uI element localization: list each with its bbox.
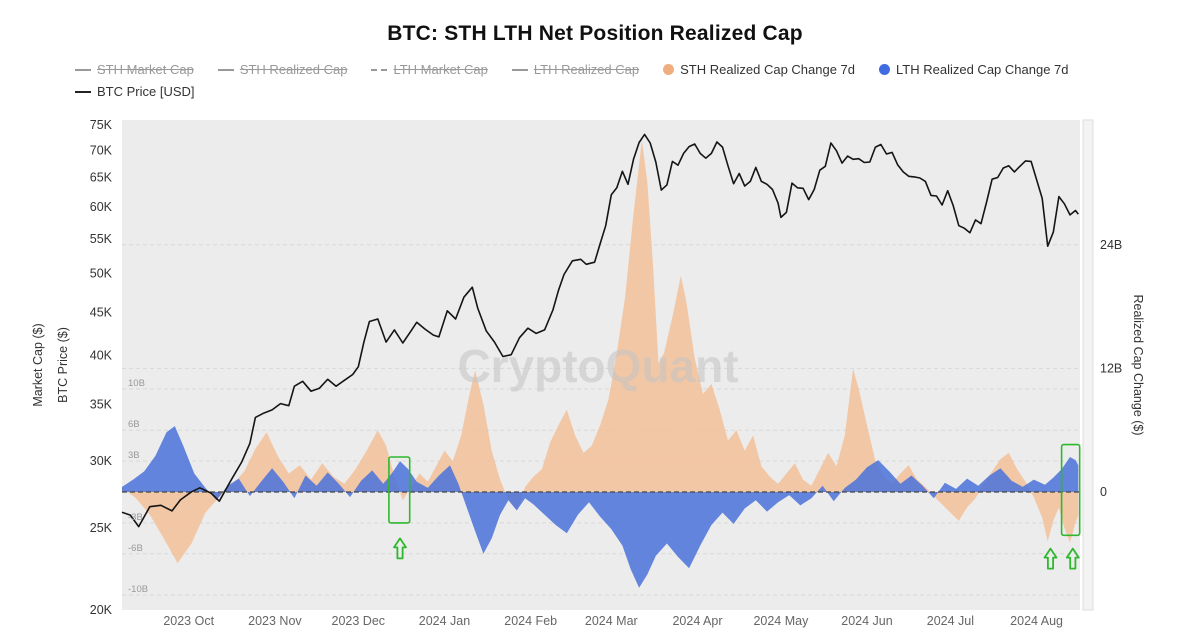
legend-label: STH Realized Cap bbox=[239, 62, 348, 77]
inner-tick-label: -6B bbox=[128, 543, 143, 554]
x-tick-label: 2023 Oct bbox=[163, 614, 214, 628]
annotation-up-arrow-icon bbox=[393, 537, 407, 560]
series-line-icon bbox=[75, 68, 91, 71]
x-tick-label: 2024 Mar bbox=[585, 614, 638, 628]
legend-label: LTH Realized Cap Change 7d bbox=[896, 62, 1069, 77]
x-tick-label: 2024 May bbox=[753, 614, 809, 628]
legend-label: BTC Price [USD] bbox=[97, 84, 195, 99]
price-tick-label: 55K bbox=[90, 232, 113, 246]
sth-realized-cap-change-7d-area bbox=[122, 139, 1079, 564]
legend-label: STH Realized Cap Change 7d bbox=[680, 62, 856, 77]
price-tick-label: 50K bbox=[90, 267, 113, 281]
annotation-green-box bbox=[1060, 443, 1081, 537]
series-line-icon bbox=[371, 68, 388, 71]
series-line-icon bbox=[217, 68, 234, 71]
x-tick-label: 2024 Jun bbox=[841, 614, 892, 628]
chart-title: BTC: STH LTH Net Position Realized Cap bbox=[387, 22, 803, 45]
annotation-up-arrow-icon bbox=[1065, 547, 1080, 570]
x-tick-label: 2024 Aug bbox=[1010, 614, 1063, 628]
x-tick-label: 2024 Feb bbox=[504, 614, 557, 628]
right-tick-label: 12B bbox=[1100, 361, 1122, 375]
x-tick-label: 2023 Dec bbox=[332, 614, 386, 628]
legend-row: BTC Price [USD] bbox=[75, 84, 1135, 99]
series-line-icon bbox=[511, 68, 528, 71]
legend-item-lth-market-cap[interactable]: LTH Market Cap bbox=[371, 62, 488, 77]
price-tick-label: 75K bbox=[90, 118, 113, 132]
legend-item-sth-realized-cap-change-7d[interactable]: STH Realized Cap Change 7d bbox=[663, 62, 855, 77]
left-axis-label-btc-price: BTC Price ($) bbox=[56, 327, 70, 403]
lth-realized-cap-change-7d-area bbox=[122, 426, 1079, 588]
legend-item-sth-realized-cap[interactable]: STH Realized Cap bbox=[217, 62, 348, 77]
series-dot-icon bbox=[663, 64, 675, 75]
legend: STH Market Cap STH Realized Cap LTH Market… bbox=[75, 62, 1135, 106]
price-tick-label: 65K bbox=[90, 171, 113, 185]
left-axis-label-market-cap: Market Cap ($) bbox=[31, 323, 45, 407]
inner-tick-label: 3B bbox=[128, 450, 140, 461]
x-tick-label: 2024 Apr bbox=[672, 614, 722, 628]
legend-item-btc-price-usd[interactable]: BTC Price [USD] bbox=[75, 84, 195, 99]
legend-row: STH Market Cap STH Realized Cap LTH Market… bbox=[75, 62, 1135, 77]
legend-item-sth-market-cap[interactable]: STH Market Cap bbox=[75, 62, 194, 77]
annotation-green-box bbox=[388, 456, 411, 524]
annotation-up-arrow-icon bbox=[1043, 547, 1058, 570]
watermark: CryptoQuant bbox=[457, 340, 738, 392]
price-tick-label: 40K bbox=[90, 349, 113, 363]
series-line-icon bbox=[75, 90, 91, 93]
right-tick-label: 0 bbox=[1100, 485, 1107, 499]
inner-tick-label: -10B bbox=[128, 584, 148, 595]
inner-tick-label: -3B bbox=[128, 512, 143, 523]
legend-label: STH Market Cap bbox=[97, 62, 194, 77]
chart-scrollbar[interactable] bbox=[1082, 119, 1094, 611]
legend-item-lth-realized-cap[interactable]: LTH Realized Cap bbox=[511, 62, 640, 77]
legend-label: LTH Realized Cap bbox=[533, 62, 640, 77]
price-tick-label: 20K bbox=[90, 603, 113, 617]
inner-tick-label: 10B bbox=[128, 378, 145, 389]
right-tick-label: 24B bbox=[1100, 238, 1122, 252]
price-tick-label: 45K bbox=[90, 305, 113, 319]
series-dot-icon bbox=[879, 64, 891, 75]
price-tick-label: 70K bbox=[90, 143, 113, 157]
btc-price-usd-line bbox=[121, 133, 1079, 528]
legend-label: LTH Market Cap bbox=[393, 62, 488, 77]
x-tick-label: 2024 Jul bbox=[927, 614, 974, 628]
price-tick-label: 60K bbox=[90, 200, 113, 214]
plot-area[interactable] bbox=[122, 120, 1080, 610]
x-tick-label: 2023 Nov bbox=[248, 614, 302, 628]
price-tick-label: 30K bbox=[90, 454, 113, 468]
legend-item-lth-realized-cap-change-7d[interactable]: LTH Realized Cap Change 7d bbox=[879, 62, 1069, 77]
x-tick-label: 2024 Jan bbox=[419, 614, 470, 628]
inner-tick-label: 6B bbox=[128, 419, 140, 430]
price-tick-label: 25K bbox=[90, 521, 113, 535]
price-tick-label: 35K bbox=[90, 398, 113, 412]
right-axis-label-realized-cap-change: Realized Cap Change ($) bbox=[1131, 294, 1145, 436]
